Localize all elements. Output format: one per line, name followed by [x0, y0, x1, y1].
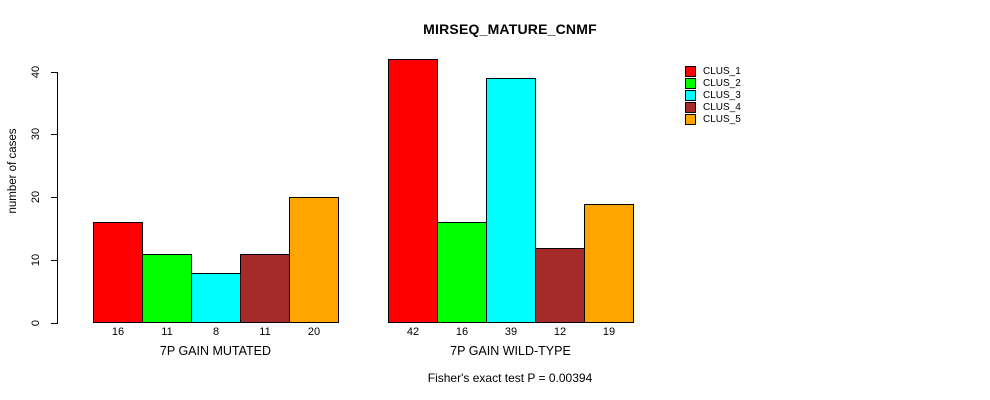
bar-clus_3 [486, 78, 536, 323]
y-axis-tick-label: 20 [30, 191, 42, 204]
bar-value-label: 19 [602, 326, 616, 338]
legend-swatch-icon [685, 102, 696, 114]
bar-value-label: 8 [212, 326, 220, 338]
bar-value-label: 42 [406, 326, 420, 338]
chart-title: MIRSEQ_MATURE_CNMF [423, 21, 597, 37]
bar-clus_1 [93, 222, 143, 323]
bar-clus_5 [289, 197, 339, 323]
x-axis-group-label: 7P GAIN MUTATED [159, 344, 272, 358]
fisher-test-annotation: Fisher's exact test P = 0.00394 [427, 371, 593, 385]
bar-clus_5 [584, 204, 634, 323]
bar-clus_1 [388, 59, 438, 323]
bar-value-label: 12 [553, 326, 567, 338]
y-axis-tick-label: 10 [30, 254, 42, 267]
legend-item-clus_2: CLUS_2 [685, 77, 741, 89]
bar-value-label: 16 [455, 326, 469, 338]
legend-swatch-icon [685, 89, 696, 101]
y-axis-title: number of cases [7, 128, 19, 214]
bar-clus_2 [142, 254, 192, 323]
bar-value-label: 20 [307, 326, 321, 338]
bar-clus_2 [437, 222, 487, 323]
y-axis-tick-label: 0 [30, 319, 42, 327]
y-axis-tick [51, 134, 57, 136]
bar-value-label: 16 [111, 326, 125, 338]
x-axis-group-label: 7P GAIN WILD-TYPE [450, 344, 571, 358]
legend-label: CLUS_1 [703, 65, 741, 77]
bar-value-label: 11 [259, 326, 271, 338]
y-axis-tick [51, 71, 57, 73]
y-axis-tick-label: 30 [30, 128, 42, 141]
y-axis-tick [51, 197, 57, 199]
legend-swatch-icon [685, 114, 696, 126]
y-axis-tick-label: 40 [30, 65, 42, 78]
legend-swatch-icon [685, 77, 696, 89]
legend-label: CLUS_2 [703, 77, 741, 89]
legend-item-clus_4: CLUS_4 [685, 102, 741, 114]
legend-item-clus_1: CLUS_1 [685, 65, 741, 77]
y-axis-tick [51, 323, 57, 324]
y-axis-tick [51, 260, 57, 262]
legend-item-clus_3: CLUS_3 [685, 89, 741, 101]
bar-value-label: 39 [504, 326, 518, 338]
bar-value-label: 11 [161, 326, 173, 338]
bar-clus_4 [535, 248, 585, 323]
legend-label: CLUS_3 [703, 89, 741, 101]
bar-clus_3 [191, 273, 241, 323]
legend-item-clus_5: CLUS_5 [685, 114, 741, 126]
bar-clus_4 [240, 254, 290, 323]
legend-swatch-icon [685, 65, 696, 77]
legend-label: CLUS_4 [703, 102, 741, 114]
legend-label: CLUS_5 [703, 114, 741, 126]
y-axis-line [57, 71, 58, 324]
